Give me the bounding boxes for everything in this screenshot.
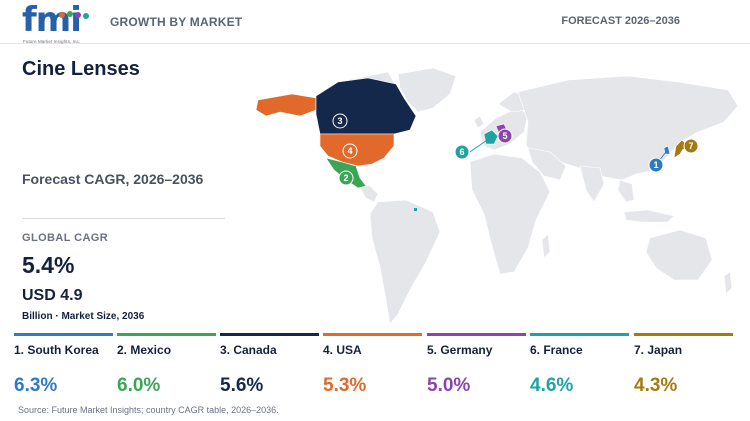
marker-usa[interactable]: 4 (342, 143, 358, 159)
page-title: Cine Lenses (22, 58, 140, 80)
card-country-name: 3. Canada (220, 343, 277, 357)
svg-text:7: 7 (688, 141, 693, 151)
logo-wordmark: fmi (22, 0, 82, 40)
country-card-japan[interactable]: 7. Japan 4.3% (634, 333, 733, 401)
market-size-value: USD 4.9 (22, 287, 83, 304)
marker-france[interactable]: 6 (454, 144, 470, 160)
card-accent-bar (117, 333, 216, 336)
marker-mexico[interactable]: 2 (338, 170, 354, 186)
svg-text:5: 5 (502, 131, 507, 141)
card-accent-bar (634, 333, 733, 336)
country-card-france[interactable]: 6. France 4.6% (530, 333, 629, 401)
card-country-cagr: 6.0% (117, 375, 161, 396)
marker-germany[interactable]: 5 (497, 128, 513, 144)
card-country-cagr: 5.6% (220, 375, 264, 396)
card-country-name: 7. Japan (634, 343, 683, 357)
svg-text:6: 6 (459, 147, 464, 157)
fmi-logo[interactable]: fmi Future Market Insights, Inc. (22, 3, 92, 45)
card-country-name: 2. Mexico (117, 343, 172, 357)
land-madagascar (541, 233, 551, 259)
source-note: Source: Future Market Insights; country … (18, 405, 279, 415)
card-country-cagr: 5.0% (427, 375, 471, 396)
card-country-cagr: 4.3% (634, 375, 678, 396)
land-middle-east (527, 147, 567, 181)
market-size-note: Billion · Market Size, 2036 (22, 311, 145, 322)
logo-dots-icon (59, 11, 89, 19)
header-section-title: GROWTH BY MARKET (110, 15, 243, 29)
country-usa-alaska (255, 93, 317, 117)
country-card-canada[interactable]: 3. Canada 5.6% (220, 333, 319, 401)
marker-south-korea[interactable]: 1 (648, 157, 664, 173)
card-accent-bar (427, 333, 526, 336)
card-country-name: 5. Germany (427, 343, 493, 357)
card-accent-bar (14, 333, 113, 336)
svg-text:4: 4 (347, 146, 352, 156)
global-cagr-label: GLOBAL CAGR (22, 232, 109, 244)
card-country-name: 6. France (530, 343, 583, 357)
land-australia (645, 229, 713, 281)
marker-japan[interactable]: 7 (683, 138, 699, 154)
country-card-usa[interactable]: 4. USA 5.3% (323, 333, 422, 401)
global-cagr-value: 5.4% (22, 252, 75, 278)
header-forecast-period: FORECAST 2026–2036 (561, 15, 680, 27)
country-card-south-korea[interactable]: 1. South Korea 6.3% (14, 333, 113, 401)
land-greenland (397, 67, 457, 113)
land-indonesia (623, 209, 675, 223)
marker-line-france (469, 137, 491, 153)
land-central-america (357, 183, 379, 203)
card-accent-bar (530, 333, 629, 336)
header-bar: fmi Future Market Insights, Inc. GROWTH … (0, 0, 750, 44)
card-country-name: 1. South Korea (14, 343, 99, 357)
kpi-divider (22, 218, 225, 219)
card-country-cagr: 6.3% (14, 375, 58, 396)
svg-text:3: 3 (337, 116, 342, 126)
land-southeast-asia (617, 179, 635, 203)
country-card-germany[interactable]: 5. Germany 5.0% (427, 333, 526, 401)
card-accent-bar (220, 333, 319, 336)
island-caribbean (414, 208, 417, 211)
land-uk (473, 115, 485, 129)
svg-text:1: 1 (653, 160, 658, 170)
land-africa (469, 153, 551, 275)
card-country-name: 4. USA (323, 343, 362, 357)
land-india (579, 165, 605, 203)
marker-canada[interactable]: 3 (332, 113, 348, 129)
country-france (483, 129, 499, 145)
card-country-cagr: 5.3% (323, 375, 367, 396)
land-new-zealand (723, 271, 733, 295)
svg-text:2: 2 (343, 173, 348, 183)
world-map: 1 2 3 4 5 6 7 (255, 67, 739, 325)
country-card-mexico[interactable]: 2. Mexico 6.0% (117, 333, 216, 401)
card-country-cagr: 4.6% (530, 375, 574, 396)
forecast-subtitle: Forecast CAGR, 2026–2036 (22, 171, 204, 187)
card-accent-bar (323, 333, 422, 336)
land-south-america (369, 199, 441, 325)
logo-tagline: Future Market Insights, Inc. (23, 39, 81, 44)
